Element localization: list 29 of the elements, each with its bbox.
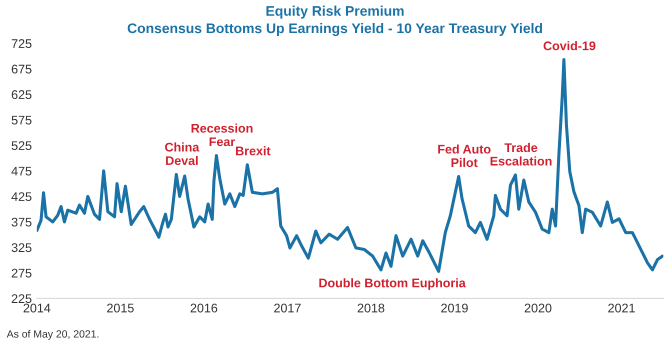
text: As of May 20, 2021. bbox=[6, 330, 98, 340]
x-tick-label: 2018 bbox=[358, 304, 384, 312]
x-tick-label: 2016 bbox=[190, 304, 218, 312]
annotation: Fed Auto Pilot bbox=[438, 144, 491, 168]
annotation: Trade Escalation bbox=[490, 142, 552, 166]
annotation: China Deval bbox=[165, 142, 200, 166]
y-tick-label: 425 bbox=[11, 192, 32, 202]
x-tick-label: 2021 bbox=[608, 304, 635, 312]
y-tick-label: 375 bbox=[12, 218, 32, 227]
y-tick-label: 575 bbox=[12, 116, 32, 125]
y-tick-label: 325 bbox=[12, 243, 32, 252]
y-tick-label: 225 bbox=[12, 294, 32, 304]
annotation: Covid-19 bbox=[544, 41, 596, 50]
x-tick-label: 2014 bbox=[24, 304, 50, 312]
x-tick-label: 2019 bbox=[441, 304, 468, 312]
x-tick-label: 2015 bbox=[107, 304, 134, 312]
y-tick-label: 625 bbox=[12, 90, 32, 100]
line-series bbox=[36, 58, 664, 273]
chart-subtitle: Consensus Bottoms Up Earnings Yield - 10 Year Treasury Yield bbox=[128, 22, 542, 36]
y-tick-label: 675 bbox=[12, 64, 32, 74]
x-tick-label: 2020 bbox=[524, 304, 552, 312]
y-tick-label: 275 bbox=[12, 268, 32, 278]
annotation: Double Bottom Euphoria bbox=[319, 278, 466, 290]
x-tick-label: 2017 bbox=[274, 304, 301, 312]
y-tick-label: 525 bbox=[12, 141, 32, 150]
y-tick-label: 475 bbox=[11, 166, 32, 176]
annotation: Brexit bbox=[236, 146, 270, 156]
chart-title: Equity Risk Premium bbox=[266, 6, 404, 19]
y-tick-label: 725 bbox=[12, 39, 32, 48]
